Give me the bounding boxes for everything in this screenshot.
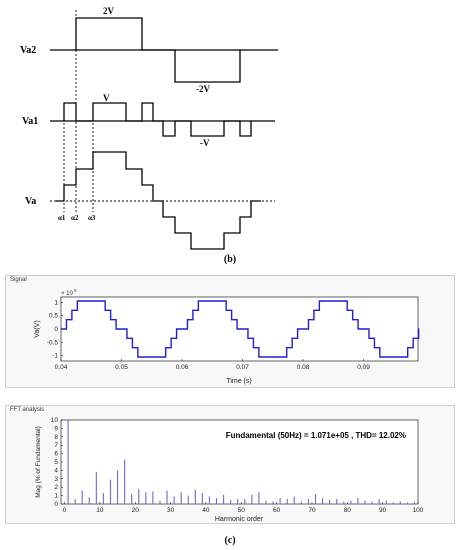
caption-b: (b) xyxy=(223,254,237,265)
signal-plot: × 10 5 0.04 0.05 0.06 0.07 0.08 0.09 -1 -0.5 0 0.… xyxy=(34,288,420,385)
signal-xlabel: Time (s) xyxy=(226,378,251,385)
staircase-diagram: Va2 2V -2V Va1 V -V Va α1 α2 α3 xyxy=(20,6,278,250)
minus-2v-label: -2V xyxy=(196,84,210,94)
signal-ylabel: Va(V) xyxy=(34,320,41,337)
signal-ytick-label: -1 xyxy=(52,353,58,360)
signal-xtick-label: 0.05 xyxy=(115,364,128,371)
signal-xtick-label: 0.08 xyxy=(297,364,310,371)
fft-ytick-label: 5 xyxy=(54,459,58,466)
va-label: Va xyxy=(25,196,36,207)
fft-xtick-label: 10 xyxy=(96,507,104,514)
fft-ytick-label: 0 xyxy=(54,501,58,508)
signal-xtick-label: 0.09 xyxy=(357,364,370,371)
va-waveform xyxy=(56,151,261,250)
va1-label: Va1 xyxy=(22,116,38,127)
fft-ytick-label: 3 xyxy=(54,476,58,483)
alpha2-label: α2 xyxy=(71,214,79,222)
signal-panel: Signal × 10 5 0.04 0.05 0.06 0.07 0.08 0.09 -1… xyxy=(5,275,455,388)
fft-ytick-label: 6 xyxy=(54,451,58,458)
fft-panel-title: FFT analysis xyxy=(10,407,45,413)
signal-waveform xyxy=(61,300,420,358)
signal-ytick-label: 0 xyxy=(54,326,58,333)
fft-xtick-label: 0 xyxy=(63,507,67,514)
signal-xtick-label: 0.06 xyxy=(176,364,189,371)
signal-ytick-label: 0.5 xyxy=(49,313,58,320)
fft-annotation: Fundamental (50Hz) = 1.071e+05 , THD= 12… xyxy=(226,431,406,440)
alpha3-label: α3 xyxy=(88,214,96,222)
fft-ytick-label: 10 xyxy=(51,417,59,424)
fft-panel: FFT analysis 0 10 20 30 40 50 60 70 80 90 100 0 1 2 3 4… xyxy=(5,405,455,524)
signal-ytick-label: 1 xyxy=(54,299,58,306)
fft-xlabel: Harmonic order xyxy=(215,516,264,523)
signal-xtick-label: 0.04 xyxy=(55,364,68,371)
fft-xtick-label: 30 xyxy=(167,507,175,514)
fft-plot-area xyxy=(60,419,419,505)
fft-ytick-label: 4 xyxy=(54,467,58,474)
signal-exponent-base: × 10 xyxy=(61,291,74,297)
fft-xtick-label: 100 xyxy=(413,507,424,514)
minus-v-label: -V xyxy=(200,138,210,148)
fft-ytick-label: 2 xyxy=(54,484,58,491)
alpha1-label: α1 xyxy=(58,214,66,222)
signal-xtick-label: 0.07 xyxy=(236,364,249,371)
plus-2v-label: 2V xyxy=(103,6,115,16)
fft-xtick-label: 90 xyxy=(379,507,387,514)
fft-ytick-label: 1 xyxy=(54,493,58,500)
fft-xtick-label: 70 xyxy=(308,507,316,514)
va2-label: Va2 xyxy=(20,45,36,56)
va1-waveform xyxy=(63,102,252,137)
fft-ylabel: Mag (% of Fundamental) xyxy=(35,426,42,498)
fft-xtick-label: 40 xyxy=(202,507,210,514)
va2-waveform xyxy=(75,17,241,83)
fft-xtick-label: 60 xyxy=(273,507,281,514)
caption-c: (c) xyxy=(224,535,236,546)
fft-xtick-label: 80 xyxy=(344,507,352,514)
fft-xtick-label: 50 xyxy=(238,507,246,514)
fft-ytick-label: 9 xyxy=(54,425,58,432)
fft-ytick-label: 8 xyxy=(54,434,58,441)
signal-exponent-power: 5 xyxy=(74,288,77,293)
fft-xtick-label: 20 xyxy=(132,507,140,514)
signal-ytick-label: -0.5 xyxy=(47,339,59,346)
fft-ytick-label: 7 xyxy=(54,442,58,449)
plus-v-label: V xyxy=(103,93,110,103)
signal-panel-title: Signal xyxy=(10,277,27,283)
